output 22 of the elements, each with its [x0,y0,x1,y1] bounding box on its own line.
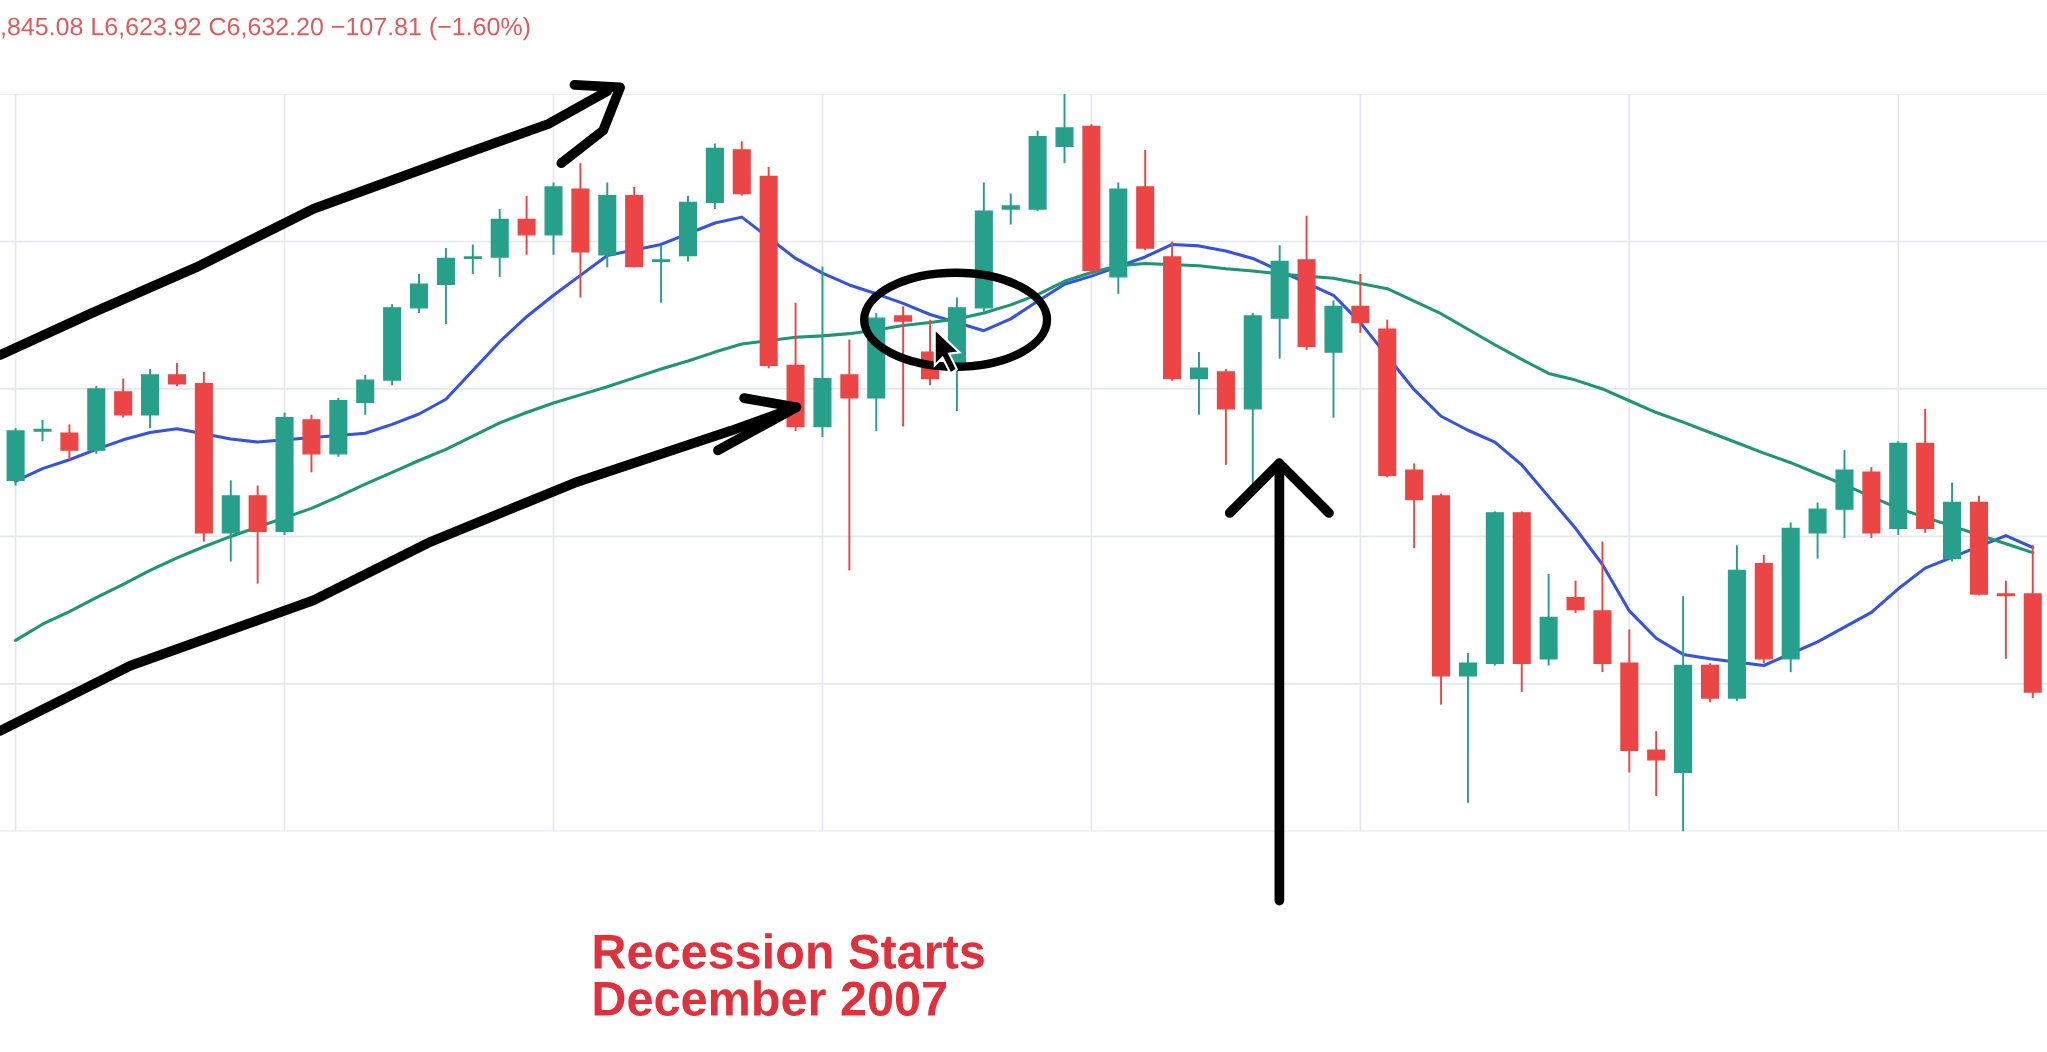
candlestick [652,244,671,304]
candlestick [1001,192,1020,226]
text: Recession Starts December 2007 [594,933,984,1017]
candlestick [463,243,482,275]
candlestick [517,194,536,256]
candlestick [1647,730,1666,797]
text: ,845.08 L6,623.92 C6,632.20 −107.81 (−1.60%) [2,17,530,41]
candlestick [60,423,79,461]
candlestick [409,272,429,314]
candlestick [1351,272,1370,334]
candlestick [167,362,187,387]
candlestick [1189,351,1209,416]
candlestick [1055,93,1074,165]
candlestick [840,338,859,572]
candlestick [356,373,375,416]
candlestick [1458,651,1477,804]
candlestick [1808,501,1827,560]
candlestick [1996,579,2015,660]
candlestick [33,418,52,443]
candlestick [1566,579,1585,615]
candlestick [114,377,133,419]
candlestick [894,305,913,428]
